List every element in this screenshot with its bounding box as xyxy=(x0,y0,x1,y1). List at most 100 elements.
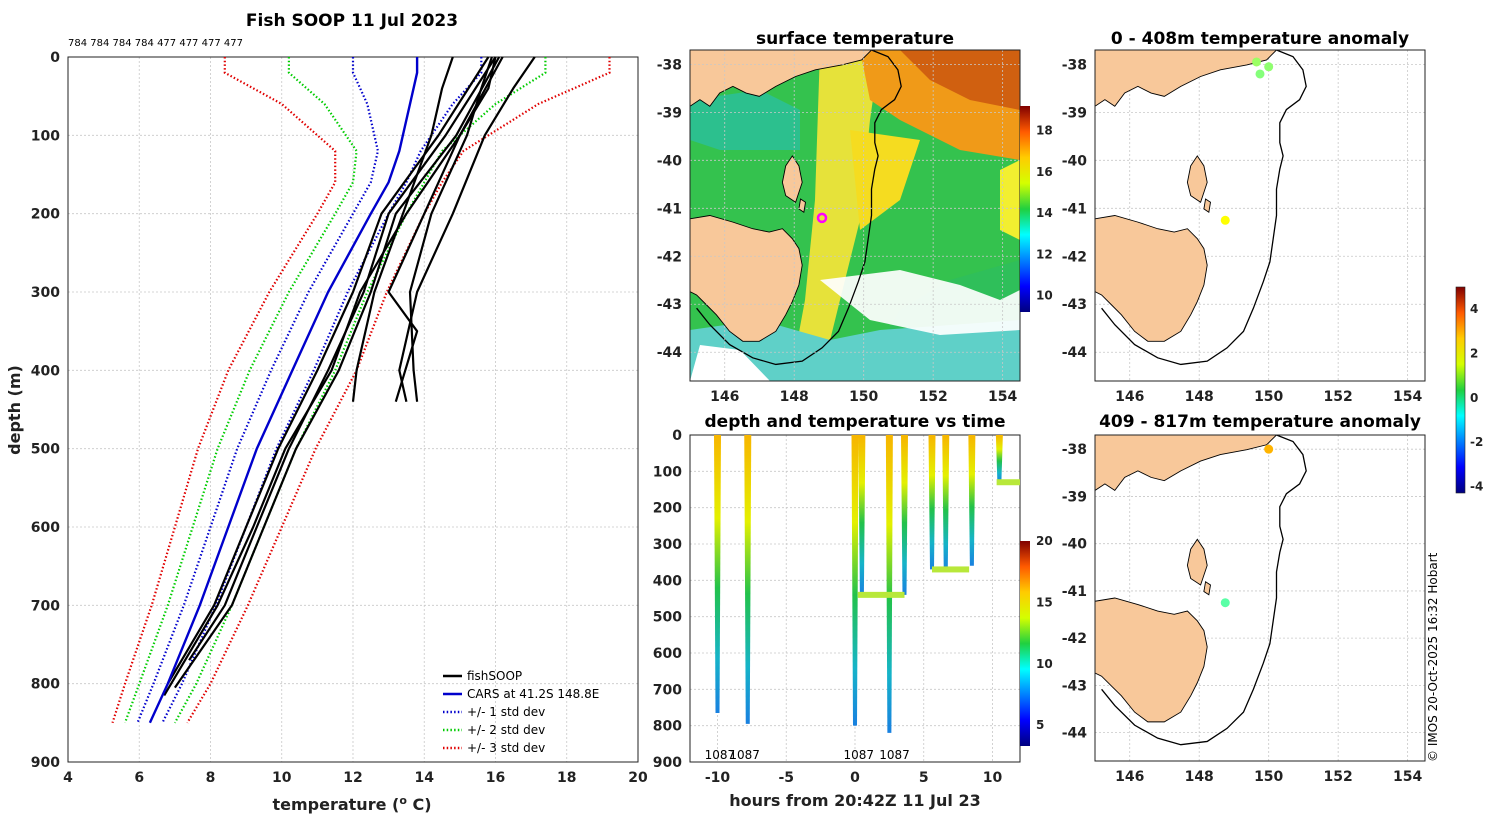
anomaly-deep-lat-tick-label: -42 xyxy=(1062,631,1087,647)
profile-std-lines xyxy=(111,57,611,724)
depth-time-plot: depth and temperature vs time -10 -5 0 5 100… xyxy=(653,412,1053,810)
sst-lat-tick-label: -42 xyxy=(657,249,682,265)
anomaly-shallow-lat-tick-label: -38 xyxy=(1062,57,1087,73)
sst-map: surface temperature 146 148 150 152 154 -38 -3… xyxy=(657,29,1053,405)
anomaly-shallow-ticks: 146 148 150 152 154 -38 -39 -40 -41 -42 -43 -44 xyxy=(1062,57,1423,405)
anomaly-deep-lat-tick-label: -44 xyxy=(1062,726,1088,742)
anomaly-shallow-lat-tick-label: -39 xyxy=(1062,105,1087,121)
profile-x-tick-label: 10 xyxy=(272,770,292,786)
depth-time-colorbar-tick-label: 15 xyxy=(1036,595,1053,609)
profile-gridlines xyxy=(67,56,639,763)
profile-legend-label: CARS at 41.2S 148.8E xyxy=(467,687,599,701)
anomaly-colorbar-tick-label: 4 xyxy=(1470,302,1478,316)
anomaly-shallow-lon-tick-label: 152 xyxy=(1324,389,1353,405)
profile-fishsoop-line xyxy=(166,56,490,685)
profile-x-tick-label: 20 xyxy=(628,770,648,786)
sst-colorbar xyxy=(1020,106,1030,312)
profile-y-label: depth (m) xyxy=(5,365,24,455)
profile-x-ticks: 4 6 8 10 12 14 16 18 20 xyxy=(63,770,648,786)
profile-fishsoop-line xyxy=(351,56,454,402)
profile-x-tick-label: 4 xyxy=(63,770,73,786)
anomaly-colorbar-tick-label: -4 xyxy=(1470,479,1483,493)
sst-lat-tick-label: -41 xyxy=(657,201,682,217)
anomaly-deep-lat-tick-label: -39 xyxy=(1062,489,1087,505)
anomaly-deep-anomaly-point xyxy=(1264,444,1274,454)
profile-std-line-1 xyxy=(161,57,483,724)
profile-fishsoop-line xyxy=(173,56,501,689)
sst-colorbar-tick-label: 10 xyxy=(1036,289,1053,303)
depth-time-x-label: hours from 20:42Z 11 Jul 23 xyxy=(729,791,980,810)
depth-time-dive-trace xyxy=(928,435,936,570)
profile-y-tick-label: 700 xyxy=(31,598,60,614)
profile-y-tick-label: 600 xyxy=(31,520,60,536)
anomaly-shallow-lat-tick-label: -44 xyxy=(1062,345,1088,361)
depth-time-dive-trace xyxy=(942,435,950,572)
profile-x-label: temperature (o C) xyxy=(272,794,431,814)
anomaly-map-shallow: 0 - 408m temperature anomaly 146 148 150 15… xyxy=(1062,29,1426,405)
profile-x-tick-label: 12 xyxy=(343,770,362,786)
depth-time-y-tick-label: 100 xyxy=(653,464,682,480)
depth-time-y-tick-label: 600 xyxy=(653,646,682,662)
sst-field xyxy=(690,50,1020,381)
anomaly-shallow-gridlines xyxy=(1095,50,1425,381)
sst-gridlines xyxy=(690,50,1020,381)
depth-time-x-tick-label: 5 xyxy=(919,770,929,786)
anomaly-deep-lat-tick-label: -43 xyxy=(1062,678,1087,694)
sst-colorbar-tick-label: 12 xyxy=(1036,247,1053,261)
sst-lat-tick-label: -39 xyxy=(657,105,682,121)
sst-lon-tick-label: 148 xyxy=(780,389,809,405)
sst-colorbar-tick-label: 18 xyxy=(1036,124,1053,138)
anomaly-shallow-lon-tick-label: 154 xyxy=(1393,389,1422,405)
depth-time-colorbar-ticks: 5 10 15 20 xyxy=(1036,534,1053,732)
sst-colorbar-tick-label: 14 xyxy=(1036,206,1053,220)
profile-x-tick-label: 14 xyxy=(415,770,435,786)
profile-fishsoop-line xyxy=(398,56,536,402)
anomaly-deep-lat-tick-label: -40 xyxy=(1062,537,1088,553)
depth-time-bottom-segment xyxy=(996,479,1020,486)
anomaly-colorbar-tick-label: 0 xyxy=(1470,391,1478,405)
depth-time-y-tick-label: 400 xyxy=(653,573,682,589)
depth-time-colorbar-tick-label: 10 xyxy=(1036,657,1053,671)
depth-time-colorbar-tick-label: 20 xyxy=(1036,534,1053,548)
depth-time-dive-trace xyxy=(901,435,908,595)
profile-x-tick-label: 6 xyxy=(134,770,144,786)
anomaly-shallow-anomaly-point xyxy=(1252,57,1262,67)
anomaly-map-deep: 409 - 817m temperature anomaly 146 148 150… xyxy=(1062,286,1483,785)
profile-legend-label: +/- 2 std dev xyxy=(467,723,545,737)
sst-lon-tick-label: 154 xyxy=(988,389,1017,405)
depth-time-y-tick-label: 700 xyxy=(653,682,682,698)
anomaly-deep-lon-tick-label: 150 xyxy=(1254,769,1283,785)
sst-title: surface temperature xyxy=(756,29,954,49)
depth-time-annotation: 1087 xyxy=(705,748,736,762)
anomaly-colorbar xyxy=(1455,286,1466,494)
depth-time-x-tick-label: 0 xyxy=(850,770,860,786)
depth-time-colorbar xyxy=(1020,541,1030,746)
anomaly-colorbar-ticks: -4 -2 0 2 4 xyxy=(1470,302,1483,493)
depth-time-dive-trace xyxy=(858,435,866,595)
anomaly-deep-points xyxy=(1220,444,1274,608)
profile-y-tick-label: 300 xyxy=(31,285,60,301)
anomaly-shallow-lon-tick-label: 146 xyxy=(1115,389,1144,405)
sst-colorbar-ticks: 10 12 14 16 18 xyxy=(1036,124,1053,303)
profile-x-tick-label: 16 xyxy=(486,770,505,786)
profile-legend-label: fishSOOP xyxy=(467,669,522,683)
profile-x-tick-label: 18 xyxy=(557,770,576,786)
profile-x-tick-label: 8 xyxy=(206,770,216,786)
profile-y-tick-label: 400 xyxy=(31,363,60,379)
depth-time-y-tick-label: 200 xyxy=(653,501,682,517)
profile-std-line-3 xyxy=(111,57,337,724)
anomaly-shallow-axes-frame xyxy=(1094,49,1426,382)
anomaly-shallow-lat-tick-label: -41 xyxy=(1062,201,1087,217)
profile-y-tick-label: 900 xyxy=(31,755,60,771)
profile-y-ticks: 0 100 200 300 400 500 600 700 800 900 xyxy=(31,50,60,771)
depth-time-bottom-segment xyxy=(932,566,970,573)
anomaly-deep-lon-tick-label: 148 xyxy=(1185,769,1214,785)
depth-time-title: depth and temperature vs time xyxy=(705,412,1006,432)
sst-lat-tick-label: -38 xyxy=(657,57,682,73)
profile-legend-label: +/- 1 std dev xyxy=(467,705,545,719)
depth-time-y-tick-label: 800 xyxy=(653,719,682,735)
depth-time-y-tick-label: 300 xyxy=(653,537,682,553)
sst-colorbar-tick-label: 16 xyxy=(1036,165,1053,179)
profile-legend: fishSOOP CARS at 41.2S 148.8E +/- 1 std de… xyxy=(443,669,599,755)
profile-fishsoop-lines xyxy=(163,56,536,696)
